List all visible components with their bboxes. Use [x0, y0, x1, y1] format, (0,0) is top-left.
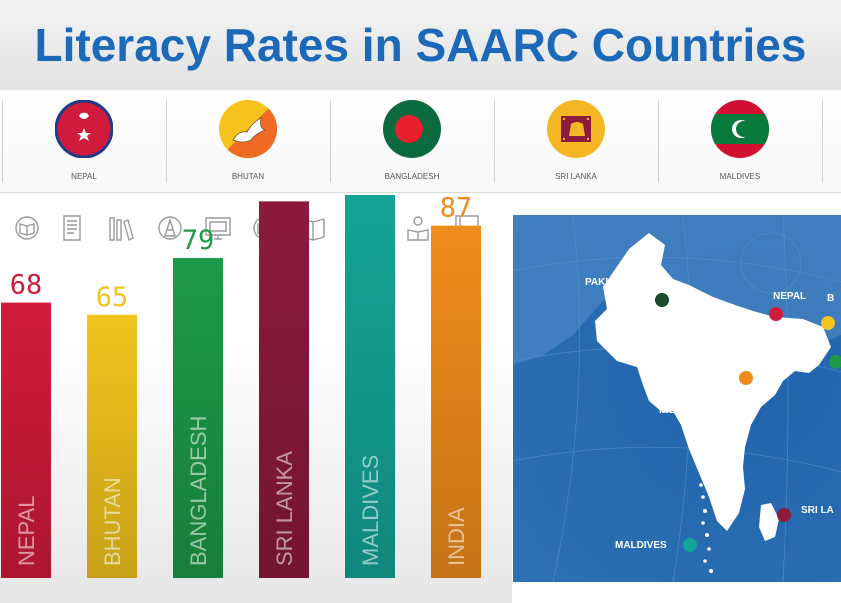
pencil-icon [158, 216, 182, 240]
page-title: Literacy Rates in SAARC Countries [34, 19, 807, 71]
bar-category-label: NEPAL [14, 495, 39, 566]
bar-value-label: 93 [268, 195, 301, 199]
bar-category-label: INDIA [444, 507, 469, 566]
map-dot-maldives [683, 538, 697, 552]
nepal-flag-icon [55, 100, 113, 158]
header: Literacy Rates in SAARC Countries [0, 0, 841, 90]
flag-divider [166, 100, 167, 182]
bar-shade [1, 302, 51, 578]
map-dot-bhutan [821, 316, 835, 330]
document-icon [63, 215, 81, 241]
map-label-bhutan: B [827, 293, 835, 304]
flag-divider [822, 100, 823, 182]
bar-shade [173, 258, 223, 578]
bar-shade [431, 225, 481, 578]
flag-item-bhutan: BHUTAN [166, 90, 330, 192]
bar-value-label: 87 [440, 195, 473, 224]
flag-label-bhutan: BHUTAN [231, 172, 265, 181]
chart-backdrop [0, 345, 512, 603]
map-dot-india [739, 371, 753, 385]
map-dot-pakistan [655, 293, 669, 307]
flag-divider [658, 100, 659, 182]
bar-value-label: 68 [10, 270, 43, 301]
map-label-pakistan: PAKISTAN [585, 277, 635, 288]
bar-shade [345, 195, 395, 578]
bar-chart: 68NEPAL65BHUTAN79BANGLADESH93SRI LANKA98… [0, 195, 512, 603]
bar-shade [259, 201, 309, 578]
map-svg [513, 215, 841, 582]
computer-icon [205, 217, 231, 240]
map-dot-sri-lanka [777, 508, 791, 522]
map-label-nepal: NEPAL [773, 291, 807, 302]
flag-label-maldives: MALDIVES [719, 172, 761, 181]
bar-value-label: 65 [96, 282, 129, 313]
bar-category-label: SRI LANKA [272, 451, 297, 566]
map-label-sri-lanka: SRI LA [801, 505, 834, 516]
flag-item-maldives: MALDIVES [658, 90, 822, 192]
flag-label-nepal: NEPAL [71, 172, 97, 181]
library-icon [109, 217, 134, 242]
map-label-maldives: MALDIVES [615, 540, 667, 551]
bar-category-label: MALDIVES [358, 455, 383, 566]
flag-label-sri-lanka: SRI LANKA [555, 172, 597, 181]
flag-item-nepal: NEPAL [2, 90, 166, 192]
flag-label-bangladesh: BANGLADESH [384, 172, 440, 181]
saarc-map: PAKISTAN NEPAL B INDIA SRI LA MALDIVES [513, 215, 841, 582]
flag-strip: NEPAL BHUTAN BANGLADESH [0, 90, 841, 193]
map-dot-nepal [769, 307, 783, 321]
map-dot-bangladesh [829, 355, 841, 369]
bhutan-flag-icon [219, 100, 277, 158]
bar-chart-svg: 68NEPAL65BHUTAN79BANGLADESH93SRI LANKA98… [0, 195, 512, 603]
sri-lanka-flag-icon [547, 100, 605, 158]
maldives-flag-icon [711, 100, 769, 158]
flag-divider [2, 100, 3, 182]
book-icon [15, 216, 39, 240]
flag-item-sri-lanka: SRI LANKA [494, 90, 658, 192]
bangladesh-flag-icon [383, 100, 441, 158]
flag-divider [330, 100, 331, 182]
flag-item-bangladesh: BANGLADESH [330, 90, 494, 192]
bar-category-label: BHUTAN [100, 477, 125, 566]
bar-category-label: BANGLADESH [186, 416, 211, 566]
bar-shade [87, 314, 137, 578]
map-label-india: INDIA [659, 405, 687, 416]
reader-icon [407, 216, 429, 241]
bar-value-label: 79 [182, 225, 215, 256]
flag-divider [494, 100, 495, 182]
